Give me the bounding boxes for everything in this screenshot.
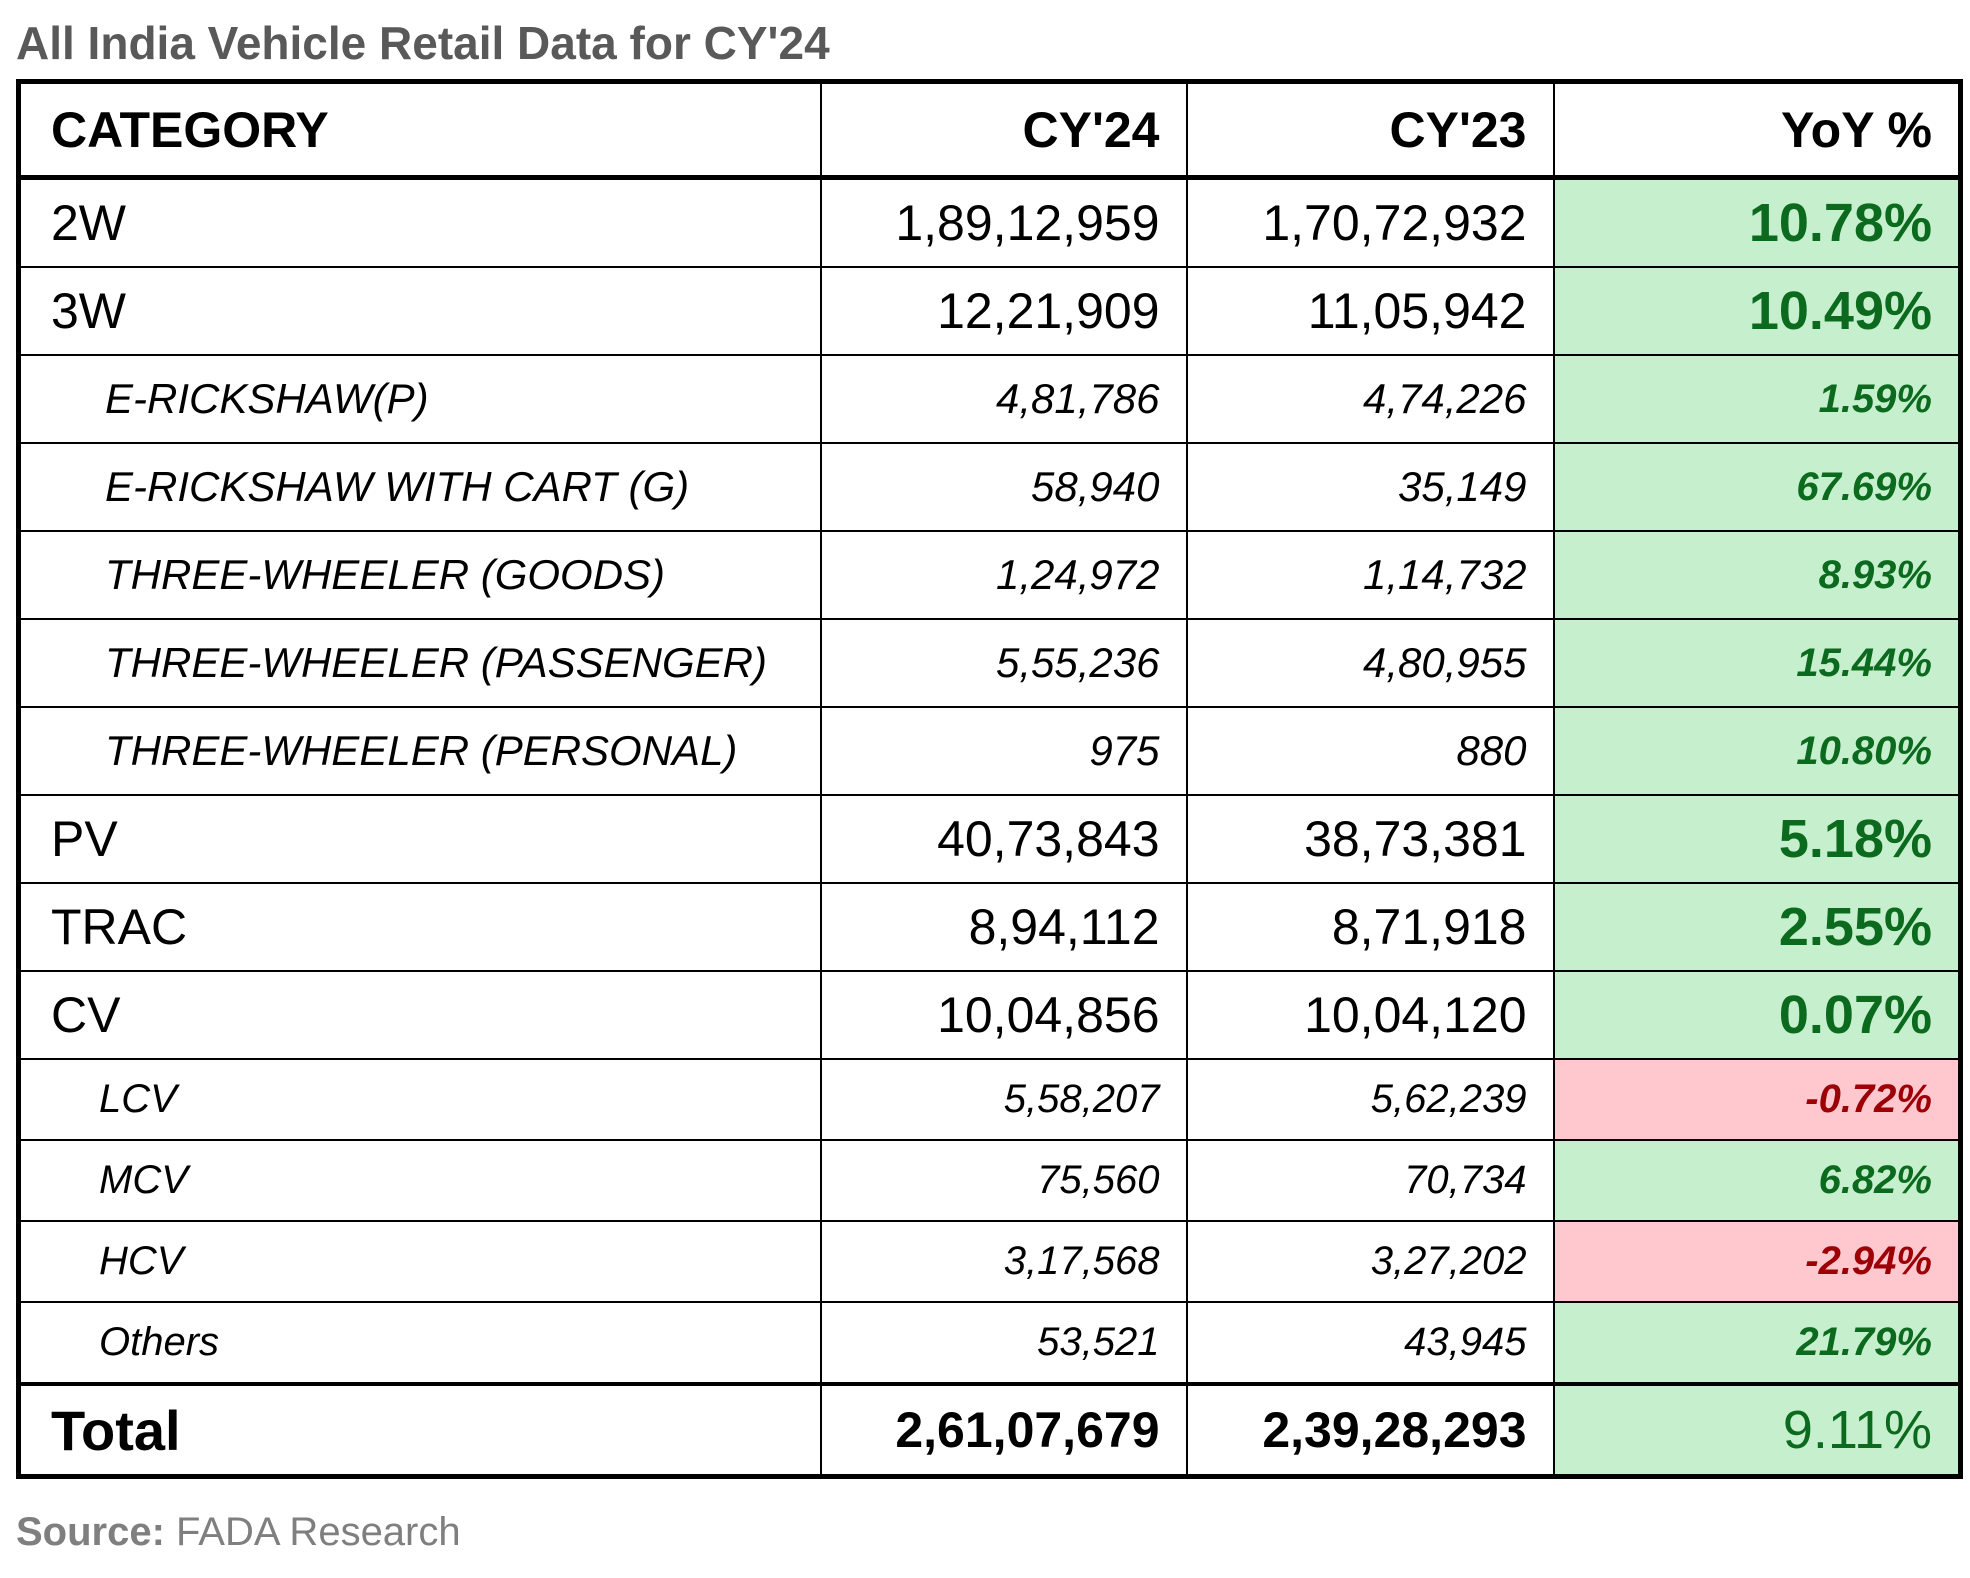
row-cy24: 8,94,112 <box>819 882 1188 972</box>
row-yoy: 8.93% <box>1552 530 1962 620</box>
row-category: TRAC <box>17 882 822 972</box>
table-row: 3W 12,21,909 11,05,942 10.49% <box>17 266 1962 356</box>
total-label: Total <box>17 1382 822 1478</box>
row-cy24: 975 <box>819 706 1188 796</box>
row-cy23: 880 <box>1185 706 1555 796</box>
row-cy23: 1,70,72,932 <box>1185 176 1555 268</box>
row-category: 3W <box>17 266 822 356</box>
row-yoy: 15.44% <box>1552 618 1962 708</box>
row-cy24: 5,55,236 <box>819 618 1188 708</box>
row-cy24: 1,89,12,959 <box>819 176 1188 268</box>
table-row: E-RICKSHAW WITH CART (G) 58,940 35,149 67.6… <box>17 442 1962 532</box>
row-cy24: 10,04,856 <box>819 970 1188 1060</box>
row-cy23: 4,74,226 <box>1185 354 1555 444</box>
row-cy23: 1,14,732 <box>1185 530 1555 620</box>
total-cy23: 2,39,28,293 <box>1185 1382 1555 1478</box>
row-cy24: 5,58,207 <box>819 1058 1188 1141</box>
page-title: All India Vehicle Retail Data for CY'24 <box>16 17 830 69</box>
row-category: E-RICKSHAW WITH CART (G) <box>17 442 822 532</box>
row-cy23: 11,05,942 <box>1185 266 1555 356</box>
row-yoy: -2.94% <box>1552 1220 1962 1303</box>
row-cy24: 3,17,568 <box>819 1220 1188 1303</box>
source-text: FADA Research <box>164 1510 461 1554</box>
row-cy24: 12,21,909 <box>819 266 1188 356</box>
source-label: Source: <box>16 1510 165 1554</box>
table-footer: Total 2,61,07,679 2,39,28,293 9.11% <box>17 1382 1962 1478</box>
row-yoy: -0.72% <box>1552 1058 1962 1141</box>
row-cy23: 5,62,239 <box>1185 1058 1555 1141</box>
table-row: Others 53,521 43,945 21.79% <box>17 1301 1962 1385</box>
row-category: E-RICKSHAW(P) <box>17 354 822 444</box>
table-row: 2W 1,89,12,959 1,70,72,932 10.78% <box>17 176 1962 268</box>
header-category: CATEGORY <box>17 80 822 180</box>
retail-data-table: CATEGORY CY'24 CY'23 YoY % 2W 1,89,12,959… <box>16 79 1963 1479</box>
row-yoy: 0.07% <box>1552 970 1962 1060</box>
row-cy24: 4,81,786 <box>819 354 1188 444</box>
row-yoy: 10.78% <box>1552 176 1962 268</box>
row-cy24: 58,940 <box>819 442 1188 532</box>
header-yoy: YoY % <box>1552 80 1962 180</box>
row-cy23: 3,27,202 <box>1185 1220 1555 1303</box>
row-category: PV <box>17 794 822 884</box>
table-row: THREE-WHEELER (PASSENGER) 5,55,236 4,80,95… <box>17 618 1962 708</box>
source-note: Source: FADA Research <box>16 1504 461 1560</box>
row-cy23: 43,945 <box>1185 1301 1555 1385</box>
table-row: THREE-WHEELER (GOODS) 1,24,972 1,14,732 8.9… <box>17 530 1962 620</box>
row-yoy: 5.18% <box>1552 794 1962 884</box>
row-cy23: 10,04,120 <box>1185 970 1555 1060</box>
table-row: THREE-WHEELER (PERSONAL) 975 880 10.80% <box>17 706 1962 796</box>
row-cy23: 8,71,918 <box>1185 882 1555 972</box>
row-category: Others <box>17 1301 822 1385</box>
row-cy24: 53,521 <box>819 1301 1188 1385</box>
row-cy24: 75,560 <box>819 1139 1188 1222</box>
row-category: LCV <box>17 1058 822 1141</box>
row-cy23: 4,80,955 <box>1185 618 1555 708</box>
row-cy24: 40,73,843 <box>819 794 1188 884</box>
table-row: TRAC 8,94,112 8,71,918 2.55% <box>17 882 1962 972</box>
total-yoy: 9.11% <box>1552 1382 1962 1478</box>
row-category: THREE-WHEELER (PASSENGER) <box>17 618 822 708</box>
table-header: CATEGORY CY'24 CY'23 YoY % <box>17 80 1962 180</box>
row-cy23: 35,149 <box>1185 442 1555 532</box>
row-cy23: 70,734 <box>1185 1139 1555 1222</box>
table-row: HCV 3,17,568 3,27,202 -2.94% <box>17 1220 1962 1303</box>
row-yoy: 10.80% <box>1552 706 1962 796</box>
table-row: E-RICKSHAW(P) 4,81,786 4,74,226 1.59% <box>17 354 1962 444</box>
table-row: PV 40,73,843 38,73,381 5.18% <box>17 794 1962 884</box>
row-yoy: 6.82% <box>1552 1139 1962 1222</box>
row-yoy: 21.79% <box>1552 1301 1962 1385</box>
row-yoy: 2.55% <box>1552 882 1962 972</box>
row-category: MCV <box>17 1139 822 1222</box>
table-row: CV 10,04,856 10,04,120 0.07% <box>17 970 1962 1060</box>
table-row: LCV 5,58,207 5,62,239 -0.72% <box>17 1058 1962 1141</box>
row-category: THREE-WHEELER (PERSONAL) <box>17 706 822 796</box>
row-yoy: 1.59% <box>1552 354 1962 444</box>
row-cy24: 1,24,972 <box>819 530 1188 620</box>
table-row: MCV 75,560 70,734 6.82% <box>17 1139 1962 1222</box>
header-cy23: CY'23 <box>1185 80 1555 180</box>
row-yoy: 67.69% <box>1552 442 1962 532</box>
row-category: THREE-WHEELER (GOODS) <box>17 530 822 620</box>
total-cy24: 2,61,07,679 <box>819 1382 1188 1478</box>
row-cy23: 38,73,381 <box>1185 794 1555 884</box>
total-row: Total 2,61,07,679 2,39,28,293 9.11% <box>17 1382 1962 1478</box>
row-yoy: 10.49% <box>1552 266 1962 356</box>
row-category: CV <box>17 970 822 1060</box>
table-body: 2W 1,89,12,959 1,70,72,932 10.78% 3W 12,21,90… <box>17 176 1962 1385</box>
row-category: HCV <box>17 1220 822 1303</box>
header-cy24: CY'24 <box>819 80 1188 180</box>
row-category: 2W <box>17 176 822 268</box>
header-row: CATEGORY CY'24 CY'23 YoY % <box>17 80 1962 180</box>
